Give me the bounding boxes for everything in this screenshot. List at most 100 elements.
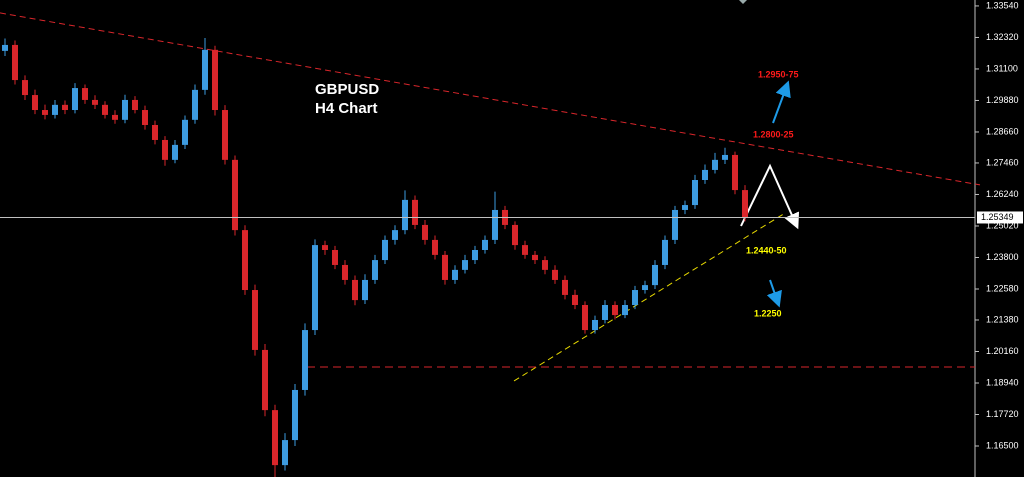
arrow-up [772, 80, 791, 124]
chart-title: GBPUSD [315, 81, 379, 98]
y-tick-label: 1.27460 [986, 157, 1019, 167]
candle-body [372, 260, 378, 280]
candle-body [632, 290, 638, 306]
candle-body [742, 190, 748, 218]
candle-body [342, 264, 348, 280]
candle-body [332, 249, 338, 265]
candle-body [242, 230, 248, 291]
candle-body [352, 279, 358, 301]
candle-body [382, 239, 388, 261]
candle-body [612, 305, 618, 316]
annotation: 1.2440-50 [746, 245, 787, 255]
candle-body [52, 104, 58, 115]
candle-body [452, 269, 458, 280]
candle-body [32, 95, 38, 111]
candle-body [422, 224, 428, 240]
y-tick-label: 1.22580 [986, 283, 1019, 293]
annotation: 1.2250 [754, 308, 782, 318]
y-tick-label: 1.25020 [986, 220, 1019, 230]
candle-body [252, 290, 258, 350]
y-tick-label: 1.28660 [986, 126, 1019, 136]
candle-body [82, 88, 88, 100]
y-tick-label: 1.33540 [986, 0, 1019, 10]
candle-body [112, 114, 118, 120]
y-tick-label: 1.20160 [986, 346, 1019, 356]
candle-body [642, 285, 648, 291]
candle-body [22, 80, 28, 96]
candle-body [692, 180, 698, 206]
candle-body [152, 124, 158, 140]
annotation: 1.2800-25 [753, 129, 794, 139]
candle-body [72, 88, 78, 111]
candle-body [712, 159, 718, 170]
annotation: 1.2950-75 [758, 69, 799, 79]
candle-body [292, 389, 298, 441]
candle-body [42, 110, 48, 115]
candle-body [472, 249, 478, 261]
candle-body [232, 159, 238, 231]
current-price-label: 1.25349 [981, 212, 1014, 222]
candle-body [532, 254, 538, 261]
candle-body [392, 230, 398, 240]
candle-body [312, 245, 318, 331]
candle-body [132, 99, 138, 111]
candle-body [702, 169, 708, 181]
candle-body [182, 119, 188, 145]
candle-body [262, 349, 268, 411]
candle-body [572, 294, 578, 306]
candle-body [402, 199, 408, 231]
candle-body [602, 305, 608, 320]
candle-body [362, 279, 368, 301]
y-tick-label: 1.18940 [986, 377, 1019, 387]
arrow-down [766, 279, 782, 308]
candle-body [662, 239, 668, 265]
candle-body [732, 154, 738, 191]
chart-subtitle: H4 Chart [315, 100, 378, 117]
trendline [513, 212, 786, 382]
trendline [0, 12, 981, 186]
candle-body [512, 224, 518, 246]
candle-body [482, 239, 488, 250]
candle-body [722, 154, 728, 160]
candle-body [322, 245, 328, 250]
candle-body [672, 209, 678, 240]
scroll-marker [739, 0, 747, 4]
y-tick-label: 1.32320 [986, 32, 1019, 42]
candle-body [162, 139, 168, 160]
y-tick-label: 1.26240 [986, 189, 1019, 199]
candle-body [682, 205, 688, 210]
candle-body [102, 104, 108, 115]
y-tick-label: 1.23800 [986, 252, 1019, 262]
candle-body [282, 440, 288, 466]
candle-body [172, 144, 178, 160]
candle-body [582, 305, 588, 331]
candle-body [12, 44, 18, 81]
candle-body [62, 104, 68, 111]
candle-body [192, 89, 198, 120]
candle-body [522, 245, 528, 255]
candle-body [432, 239, 438, 255]
projection-arrow [740, 163, 800, 230]
candle-body [122, 99, 128, 120]
candle-body [412, 199, 418, 225]
y-tick-label: 1.29880 [986, 95, 1019, 105]
y-tick-label: 1.31100 [986, 63, 1018, 73]
candle-body [552, 269, 558, 280]
candle-body [622, 305, 628, 316]
current-price-box [977, 211, 1023, 224]
candle-body [652, 264, 658, 286]
candle-body [462, 260, 468, 270]
candle-body [492, 209, 498, 240]
candle-body [442, 254, 448, 280]
candle-body [142, 110, 148, 125]
candle-body [2, 44, 8, 51]
candle-body [212, 49, 218, 111]
candle-body [592, 319, 598, 331]
candle-body [302, 330, 308, 390]
candle-body [542, 260, 548, 270]
candle-body [92, 99, 98, 105]
candle-body [272, 410, 278, 466]
candle-body [562, 279, 568, 295]
